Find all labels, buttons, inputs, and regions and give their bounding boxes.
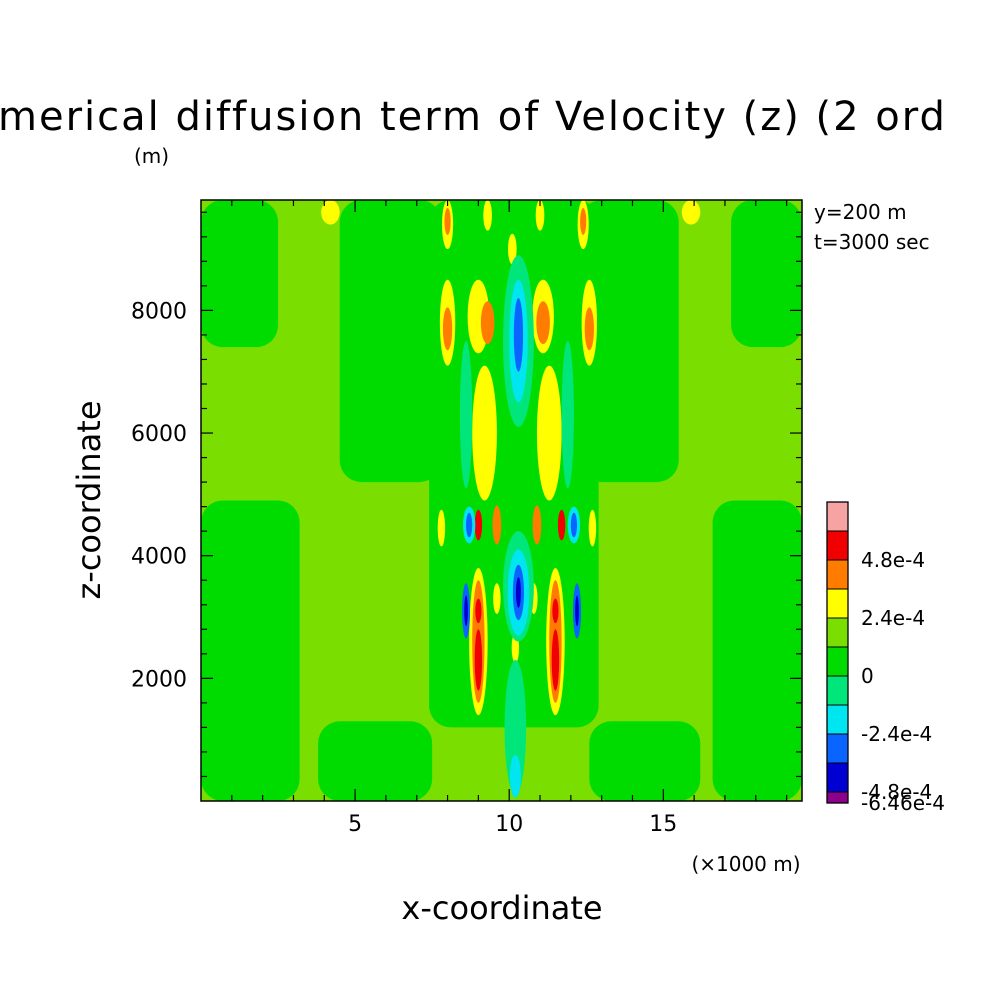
contour-blob-yellow bbox=[483, 200, 492, 231]
colorbar-swatch bbox=[826, 762, 849, 793]
contour-blob-red bbox=[551, 629, 560, 691]
colorbar-swatch bbox=[826, 704, 849, 735]
contour-region-zero-green bbox=[201, 200, 279, 348]
contour-blob-cyan-green bbox=[504, 659, 527, 795]
contour-blob-orange bbox=[580, 207, 587, 235]
contour-blob-yellow bbox=[588, 509, 597, 547]
contour-region-zero-green bbox=[318, 721, 433, 801]
colorbar-label: -6.46e-4 bbox=[861, 791, 945, 815]
contour-region-zero-green bbox=[589, 721, 701, 801]
colorbar-swatch bbox=[826, 791, 849, 804]
y-axis-label: z-coordinate bbox=[70, 400, 108, 599]
contour-region-zero-green bbox=[731, 200, 802, 348]
colorbar-label: -4.8e-4 bbox=[861, 780, 932, 804]
contour-blob-blue bbox=[570, 512, 578, 538]
contour-blob-cyan-green bbox=[459, 341, 473, 489]
colorbar-swatch bbox=[826, 501, 849, 532]
contour-blob-blue bbox=[513, 298, 524, 372]
contour-region-zero-green bbox=[201, 500, 300, 801]
colorbar-swatch bbox=[826, 646, 849, 677]
colorbar-swatch bbox=[826, 733, 849, 764]
contour-blob-yellow bbox=[437, 509, 446, 547]
y-tick-label: 6000 bbox=[131, 422, 187, 447]
colorbar-label: 0 bbox=[861, 664, 874, 688]
contour-blob-orange bbox=[444, 207, 451, 235]
x-tick-label: 5 bbox=[348, 812, 362, 837]
contour-blob-orange bbox=[532, 505, 542, 545]
contour-region-zero-green bbox=[339, 200, 442, 483]
contour-blob-yellow bbox=[536, 365, 562, 501]
contour-blob-blue bbox=[466, 512, 473, 538]
contour-blob-navy bbox=[464, 595, 468, 627]
colorbar-swatch bbox=[826, 530, 849, 561]
contour-blobs bbox=[321, 200, 701, 798]
y-axis-unit: (m) bbox=[134, 144, 169, 168]
contour-blob-yellow bbox=[472, 365, 497, 501]
contour-blob-orange bbox=[442, 307, 453, 351]
x-tick-label: 15 bbox=[649, 812, 677, 837]
contour-blob-red bbox=[557, 509, 566, 541]
contour-blob-red bbox=[475, 598, 482, 624]
x-tick-label: 10 bbox=[495, 812, 523, 837]
contour-blob-orange bbox=[492, 505, 502, 545]
contour-plot-area bbox=[201, 200, 802, 801]
y-tick-label: 4000 bbox=[131, 545, 187, 570]
y-tick-label: 2000 bbox=[131, 667, 187, 692]
contour-blob-navy bbox=[515, 577, 521, 608]
colorbar-swatch bbox=[826, 675, 849, 706]
contour-blob-orange bbox=[536, 301, 550, 345]
contour-blob-red bbox=[474, 509, 483, 541]
contour-region-zero-green bbox=[580, 200, 679, 483]
contour-blob-navy bbox=[575, 595, 579, 627]
contour-blob-cyan-green bbox=[561, 341, 574, 489]
colorbar-label: -2.4e-4 bbox=[861, 722, 932, 746]
colorbar-swatch bbox=[826, 617, 849, 648]
contour-region-zero-green bbox=[712, 500, 802, 801]
annotation-y: y=200 m bbox=[814, 200, 907, 224]
x-axis-unit: (×1000 m) bbox=[691, 852, 800, 876]
colorbar-label: 4.8e-4 bbox=[861, 548, 925, 572]
axis-ticks bbox=[201, 200, 802, 801]
colorbar-label: 2.4e-4 bbox=[861, 606, 925, 630]
contour-blob-yellow bbox=[681, 200, 701, 225]
colorbar-swatch bbox=[826, 559, 849, 590]
contour-blob-orange bbox=[584, 307, 594, 351]
y-tick-label: 8000 bbox=[131, 299, 187, 324]
annotation-t: t=3000 sec bbox=[814, 230, 930, 254]
axis-tick-labels: 5 10 15 2000 4000 6000 8000 bbox=[131, 299, 677, 837]
contour-blob-red bbox=[552, 598, 559, 624]
colorbar-frame bbox=[826, 501, 849, 804]
colorbar: 4.8e-4 2.4e-4 0 -2.4e-4 -4.8e-4-6.46e-4 bbox=[826, 501, 945, 815]
contour-blob-yellow bbox=[507, 233, 517, 265]
contour-blob-yellow bbox=[321, 200, 340, 225]
contour-blob-yellow bbox=[535, 200, 545, 231]
contour-blob-orange bbox=[480, 301, 495, 345]
contour-blob-yellow bbox=[493, 583, 501, 614]
contour-blob-red bbox=[474, 629, 483, 691]
colorbar-swatch bbox=[826, 588, 849, 619]
plot-frame bbox=[200, 199, 803, 802]
x-axis-label: x-coordinate bbox=[401, 889, 602, 927]
chart-title: merical diffusion term of Velocity (z) (… bbox=[0, 94, 947, 140]
contour-blob-cyan bbox=[509, 755, 521, 798]
